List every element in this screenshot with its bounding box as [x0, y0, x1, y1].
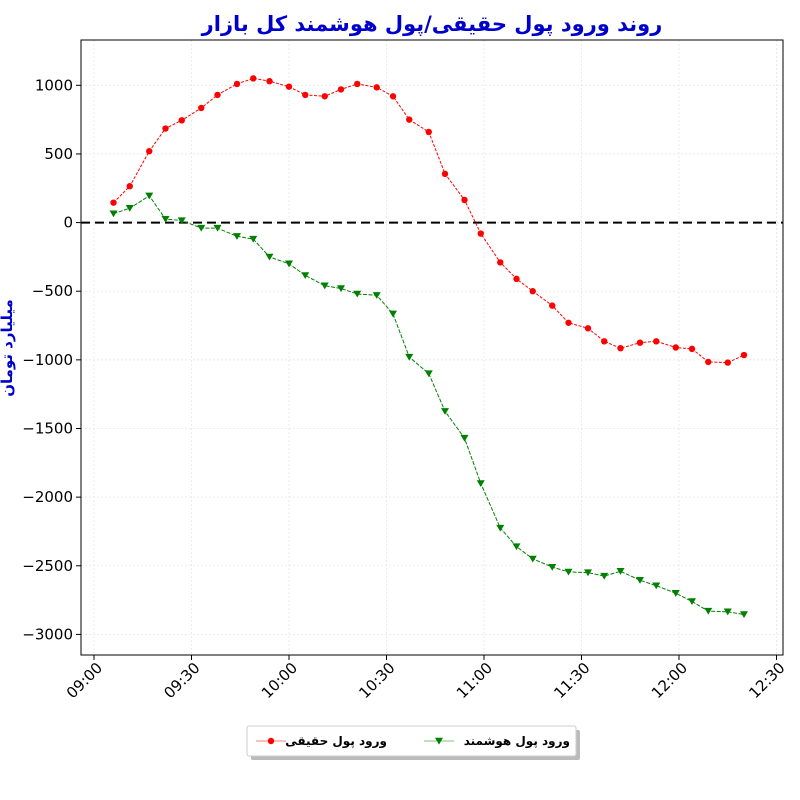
data-point: [564, 568, 573, 576]
data-point: [178, 117, 185, 124]
data-point: [476, 480, 485, 488]
series-1: [109, 192, 748, 619]
data-point: [265, 253, 274, 261]
y-tick-label: −1500: [22, 419, 73, 437]
data-point: [441, 170, 449, 178]
data-point: [616, 568, 625, 575]
data-point: [337, 86, 345, 93]
data-point: [424, 370, 433, 378]
data-point: [652, 582, 661, 590]
data-point: [549, 302, 556, 309]
data-point: [441, 408, 449, 415]
series-group: [109, 75, 748, 619]
y-tick-label: 1000: [35, 76, 73, 94]
data-point: [389, 310, 397, 318]
data-point: [672, 344, 679, 351]
data-point: [373, 84, 380, 91]
plot-frame: [80, 39, 784, 656]
y-tick-label: −1000: [22, 351, 73, 369]
data-point: [461, 196, 468, 204]
legend-marker: [267, 737, 275, 745]
data-point: [548, 563, 557, 571]
data-point: [513, 275, 520, 283]
data-point: [636, 339, 644, 346]
data-point: [213, 224, 222, 232]
chart-title: روند ورود پول حقیقی/پول هوشمند کل بازار: [201, 12, 663, 36]
data-point: [528, 555, 537, 563]
data-point: [146, 147, 153, 155]
data-point: [496, 524, 505, 532]
data-point: [617, 344, 624, 352]
data-point: [600, 572, 609, 580]
legend-label: ورود پول هوشمند: [464, 734, 570, 749]
data-point: [584, 569, 592, 577]
data-point: [688, 345, 696, 353]
data-point: [636, 576, 644, 584]
data-point: [233, 233, 241, 240]
data-point: [601, 338, 608, 345]
data-point: [497, 259, 504, 266]
data-point: [161, 215, 170, 223]
data-point: [337, 285, 345, 293]
data-point: [704, 607, 713, 615]
y-axis-label: میلیارد تومان: [0, 299, 16, 397]
data-point: [198, 104, 205, 112]
data-point: [372, 292, 381, 299]
data-point: [266, 77, 273, 85]
grid: [81, 40, 783, 655]
data-point: [460, 434, 469, 442]
y-tick-label: −2000: [22, 488, 73, 506]
data-point: [705, 358, 712, 366]
y-tick-label: 0: [63, 214, 73, 232]
legend-label: ورود پول حقیقی: [285, 734, 387, 749]
data-point: [724, 359, 731, 366]
data-point: [740, 351, 748, 359]
data-point: [249, 235, 258, 243]
legend: ورود پول حقیقی ورود پول هوشمند: [246, 725, 580, 760]
data-point: [110, 199, 117, 206]
data-point: [653, 338, 660, 345]
data-point: [671, 590, 680, 597]
y-tick-label: −2500: [22, 557, 73, 575]
data-point: [320, 282, 329, 290]
data-point: [177, 217, 186, 225]
data-point: [565, 319, 572, 326]
data-point: [162, 125, 169, 132]
data-point: [354, 80, 361, 88]
data-point: [321, 93, 328, 100]
data-point: [214, 91, 221, 99]
data-point: [406, 116, 413, 123]
y-axis: 1000 500 0 −500 −1000 −1500 −2000 −2500 −3000: [22, 76, 81, 643]
data-point: [405, 353, 414, 361]
data-point: [250, 75, 257, 82]
data-point: [125, 204, 134, 212]
data-point: [584, 325, 592, 332]
data-point: [285, 260, 293, 268]
data-point: [301, 272, 310, 280]
data-point: [723, 608, 732, 616]
legend-marker: [435, 737, 443, 745]
data-point: [477, 230, 484, 237]
data-point: [302, 91, 309, 99]
y-tick-label: −3000: [22, 625, 73, 643]
data-point: [197, 224, 206, 232]
data-point: [109, 210, 118, 218]
series-0: [110, 75, 748, 366]
data-point: [389, 93, 397, 100]
data-point: [145, 192, 154, 200]
y-tick-label: −500: [32, 282, 73, 300]
data-point: [529, 288, 536, 295]
data-point: [353, 290, 362, 298]
data-point: [126, 182, 133, 190]
y-tick-label: 500: [44, 145, 73, 163]
data-point: [512, 543, 521, 551]
data-point: [740, 611, 748, 619]
data-point: [233, 80, 241, 88]
data-point: [285, 83, 293, 90]
legend-box: [246, 725, 577, 757]
data-point: [688, 598, 696, 606]
data-point: [425, 128, 432, 136]
